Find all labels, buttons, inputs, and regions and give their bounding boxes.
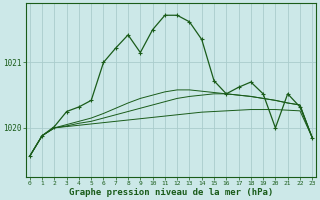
X-axis label: Graphe pression niveau de la mer (hPa): Graphe pression niveau de la mer (hPa)	[69, 188, 273, 197]
